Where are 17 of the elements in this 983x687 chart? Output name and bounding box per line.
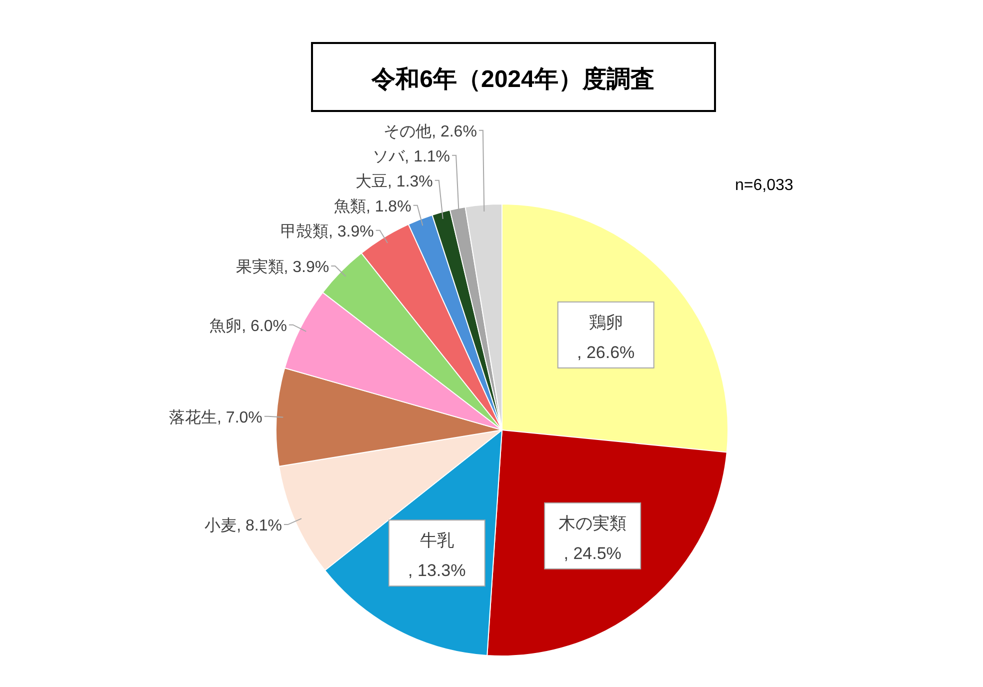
slice-label: その他, 2.6% [384,123,477,140]
slice-label: 果実類, 3.9% [236,258,330,276]
slice-label: 小麦, 8.1% [204,516,282,535]
text: n=6,033 [735,177,794,194]
data-label: , 26.6% [577,342,635,362]
slice-label: 木の実類 [558,514,627,533]
data-label: , 13.3% [408,561,466,580]
slice-label: 甲殻類, 3.9% [280,222,374,240]
slice-label: 大豆, 1.3% [356,172,433,190]
chart-title: 令和6年（2024年）度調査 [370,66,654,93]
slice-label: 鶏卵 [588,312,623,332]
slice-label: ソバ, 1.1% [372,148,450,166]
slice-label: 魚卵, 6.0% [210,316,287,335]
slice-label: 魚類, 1.8% [334,197,412,216]
slice-label: 落花生, 7.0% [169,408,262,426]
slice-label: 牛乳 [420,531,454,550]
data-label: , 24.5% [564,544,622,563]
